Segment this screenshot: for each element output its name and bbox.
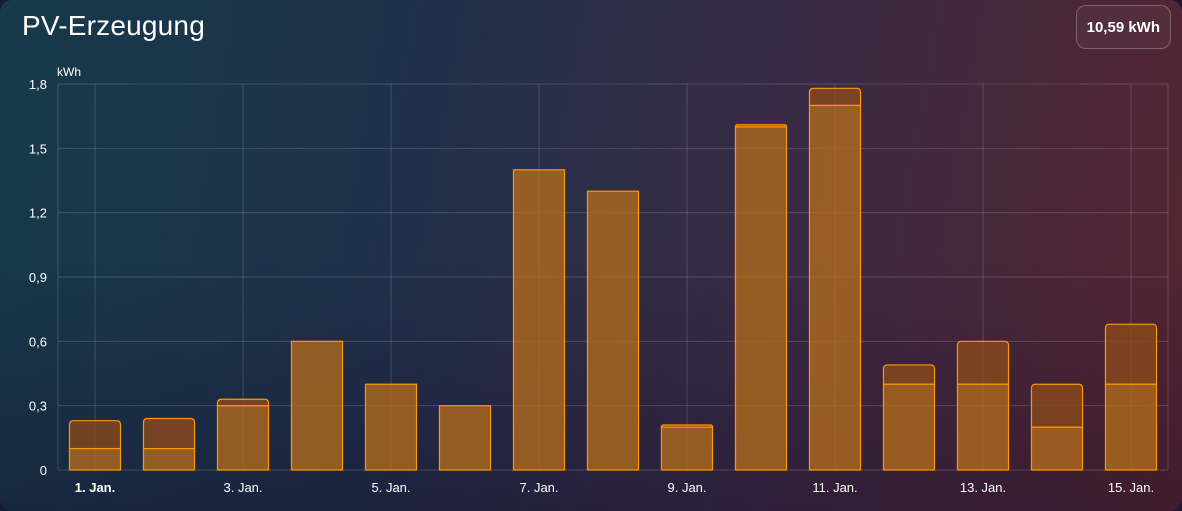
bar-segment-secondary — [808, 87, 862, 107]
x-tick-label: 1. Jan. — [75, 480, 115, 495]
bar-segment-primary — [364, 383, 418, 471]
card-title: PV-Erzeugung — [22, 10, 205, 41]
x-tick-label: 9. Jan. — [667, 480, 706, 495]
x-tick-label: 7. Jan. — [519, 480, 558, 495]
bar-segment-primary — [512, 169, 566, 471]
y-tick-label: 0,3 — [29, 399, 47, 414]
bar-segment-primary — [1104, 383, 1158, 471]
x-tick-label: 5. Jan. — [371, 480, 410, 495]
bar-segment-secondary — [1030, 383, 1084, 428]
total-energy-badge[interactable]: 10,59 kWh — [1075, 5, 1171, 49]
y-tick-label: 0,9 — [29, 270, 47, 285]
bar-segment-primary — [142, 447, 196, 471]
y-tick-label: 1,2 — [29, 206, 47, 221]
bar-segment-primary — [956, 383, 1010, 471]
bar-segment-primary — [216, 405, 270, 471]
bar-segment-primary — [660, 426, 714, 471]
bar-segment-primary — [808, 104, 862, 471]
y-tick-label: 0,6 — [29, 334, 47, 349]
y-tick-label: 0 — [40, 463, 47, 478]
bar-segment-secondary — [216, 398, 270, 407]
bar-segment-secondary — [1104, 323, 1158, 385]
bar-segment-primary — [882, 383, 936, 471]
bar-segment-secondary — [956, 340, 1010, 385]
x-tick-label: 11. Jan. — [812, 480, 857, 495]
bar-segment-primary — [290, 340, 344, 471]
bar-segment-secondary — [142, 417, 196, 450]
y-tick-label: 1,5 — [29, 141, 47, 156]
bar-segment-secondary — [882, 364, 936, 385]
bar-segment-primary — [586, 190, 640, 471]
y-tick-label: 1,8 — [29, 77, 47, 92]
bar-segment-secondary — [68, 420, 122, 450]
x-tick-label: 15. Jan. — [1108, 480, 1154, 495]
bar-segment-primary — [1030, 426, 1084, 471]
bar-segment-primary — [438, 405, 492, 471]
y-unit-label: kWh — [57, 65, 81, 79]
bar-segment-primary — [734, 126, 788, 471]
x-tick-label: 13. Jan. — [960, 480, 1006, 495]
x-tick-label: 3. Jan. — [223, 480, 262, 495]
bar-segment-primary — [68, 447, 122, 471]
